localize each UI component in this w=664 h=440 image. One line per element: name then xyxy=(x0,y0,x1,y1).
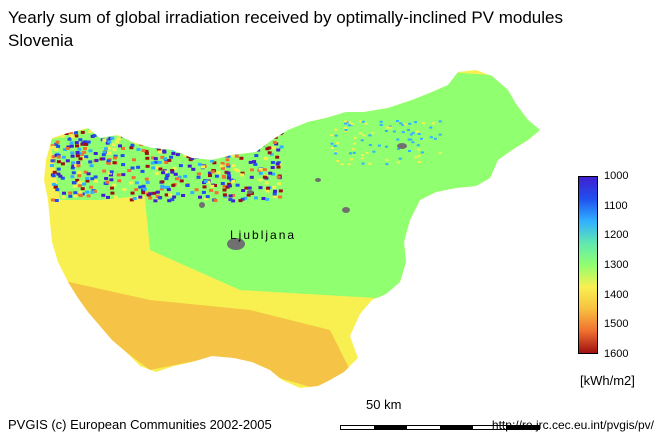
legend-label-1500: 1500 xyxy=(604,318,629,331)
legend-label-1000: 1000 xyxy=(604,170,629,182)
scale-label: 50 km xyxy=(366,397,402,412)
scale-bar xyxy=(340,425,540,430)
legend-label-1100: 1100 xyxy=(604,199,628,212)
legend-label-1600: 1600 xyxy=(604,348,629,360)
credit-text: PVGIS (c) European Communities 2002-2005 xyxy=(8,417,272,432)
ljubljana-label: Ljubljana xyxy=(230,228,297,242)
legend-label-1300: 1300 xyxy=(604,259,629,271)
legend-label-1400: 1400 xyxy=(604,288,629,301)
map-title: Yearly sum of global irradiation receive… xyxy=(8,8,563,27)
source-url: http://re.jrc.cec.eu.int/pvgis/pv/ xyxy=(491,418,654,432)
legend-color-bar xyxy=(578,176,598,354)
legend-unit: [kWh/m2] xyxy=(580,373,635,388)
map-subtitle: Slovenia xyxy=(8,31,74,50)
legend-label-1200: 1200 xyxy=(604,229,629,242)
